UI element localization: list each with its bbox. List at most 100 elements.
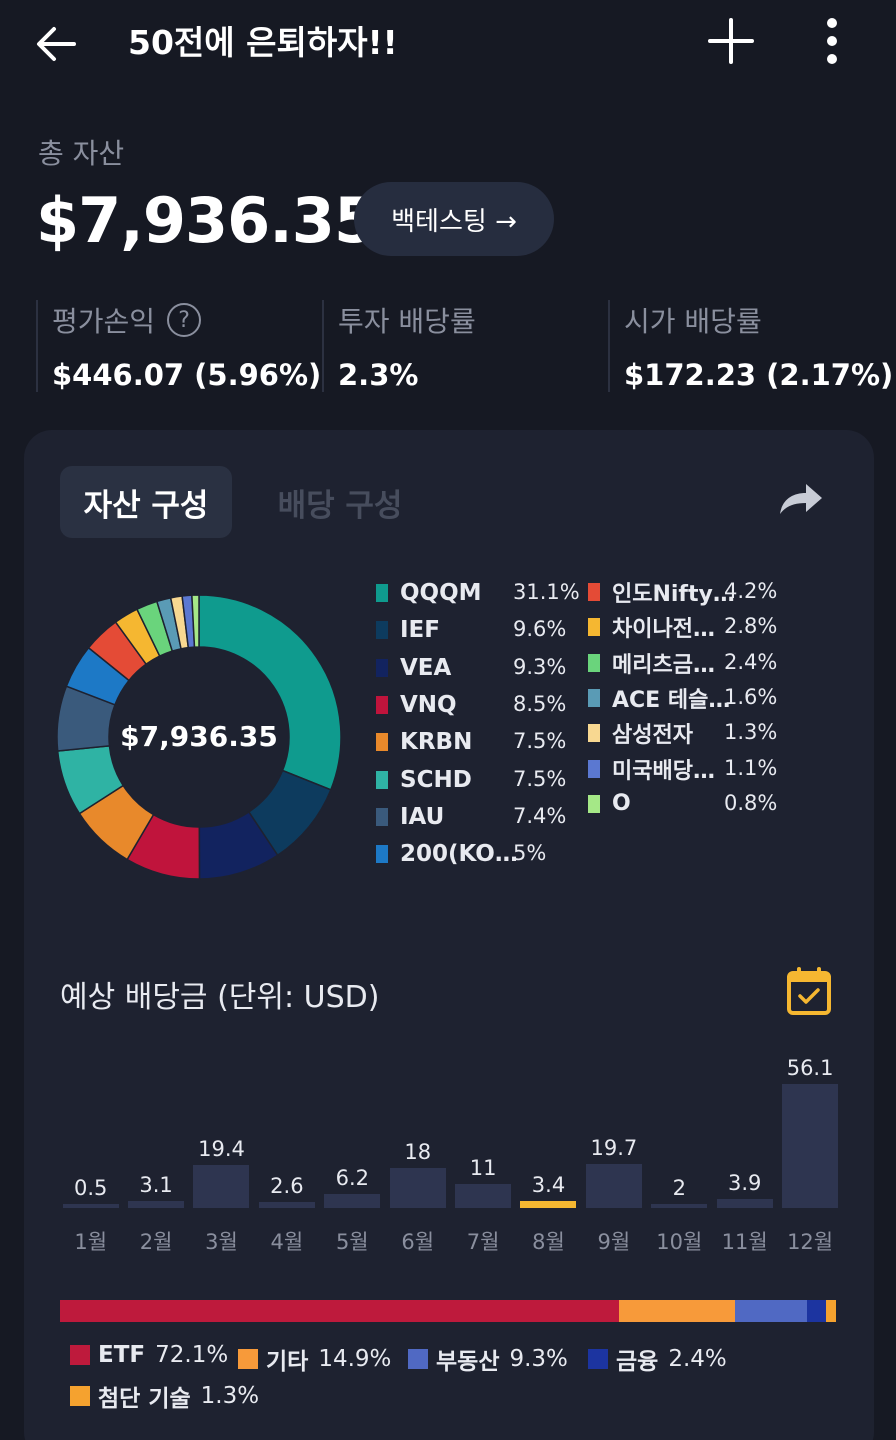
stat-label: 평가손익	[52, 305, 156, 338]
legend-percent: 8.5%	[513, 691, 567, 716]
legend-label: ACE 테슬…	[612, 687, 731, 713]
legend-label: 미국배당…	[612, 758, 715, 784]
help-icon[interactable]: ?	[167, 303, 202, 337]
dividend-bar	[128, 1201, 185, 1208]
back-button[interactable]	[30, 18, 86, 70]
dividend-bar	[389, 1168, 446, 1208]
bar-value-label: 19.4	[198, 1137, 245, 1162]
sector-swatch	[70, 1345, 90, 1365]
bar-column[interactable]: 11 7월	[450, 1040, 515, 1260]
bar-month-label: 5월	[335, 1230, 369, 1254]
bar-column[interactable]: 0.5 1월	[58, 1040, 123, 1260]
sector-legend-item: 금융 2.4%	[588, 1342, 727, 1376]
legend-swatch	[376, 621, 388, 640]
sector-segment	[60, 1300, 620, 1322]
more-menu-button[interactable]	[812, 14, 852, 68]
dividend-bar	[585, 1164, 642, 1208]
share-button[interactable]	[776, 476, 826, 520]
sector-legend-item: 부동산 9.3%	[408, 1342, 568, 1376]
dividend-bar	[782, 1084, 839, 1208]
legend-swatch	[376, 658, 388, 677]
bar-column[interactable]: 3.1 2월	[123, 1040, 188, 1260]
sector-label: 기타	[266, 1349, 309, 1375]
share-icon	[780, 484, 822, 514]
bar-column[interactable]: 2 10월	[647, 1040, 712, 1260]
sector-legend-item: 첨단 기술 1.3%	[70, 1379, 259, 1413]
bar-value-label: 2.6	[270, 1174, 304, 1199]
backtest-button[interactable]: 백테스팅 →	[354, 182, 554, 256]
bar-value-label: 56.1	[786, 1056, 834, 1080]
bar-value-label: 3.1	[139, 1173, 173, 1198]
plus-icon	[708, 18, 754, 64]
more-vertical-icon	[827, 18, 837, 64]
portfolio-card: 자산 구성 배당 구성 $7,936.35 QQQM 31.1% IEF 9.6% VE…	[24, 430, 874, 1440]
allocation-donut-chart	[56, 594, 342, 880]
sector-percent: 72.1%	[155, 1342, 229, 1368]
legend-swatch	[588, 688, 600, 707]
bar-column[interactable]: 3.9 11월	[712, 1040, 777, 1260]
dividend-bar	[324, 1194, 381, 1208]
bar-column[interactable]: 6.2 5월	[320, 1040, 385, 1260]
legend-item: KRBN	[376, 727, 472, 757]
legend-swatch	[376, 695, 388, 714]
bar-month-label: 11월	[721, 1230, 768, 1254]
legend-swatch	[376, 807, 388, 826]
tab-dividend-composition[interactable]: 배당 구성	[277, 487, 403, 524]
legend-item: VEA	[376, 653, 451, 683]
add-button[interactable]	[704, 14, 758, 68]
sector-percent: 14.9%	[318, 1346, 392, 1372]
bar-column[interactable]: 3.4 8월	[516, 1040, 581, 1260]
sector-segment	[807, 1300, 826, 1322]
sector-label: 첨단 기술	[98, 1386, 191, 1412]
legend-swatch	[376, 584, 388, 602]
legend-percent: 2.4%	[724, 649, 778, 674]
legend-label: IAU	[400, 803, 445, 830]
legend-item: 삼성전자	[588, 718, 693, 748]
bar-month-label: 6월	[401, 1230, 435, 1254]
stat-value: $446.07 (5.96%)	[52, 358, 322, 392]
legend-item: QQQM	[376, 578, 482, 608]
stat-label: 투자 배당률	[338, 305, 476, 338]
legend-label: VEA	[400, 654, 452, 681]
dividend-bar	[193, 1165, 250, 1208]
tab-asset-composition[interactable]: 자산 구성	[60, 466, 232, 538]
dividend-bar	[520, 1201, 577, 1208]
legend-item: O	[588, 789, 631, 819]
legend-item: IAU	[376, 802, 444, 832]
legend-item: ACE 테슬…	[588, 683, 730, 713]
calendar-button[interactable]	[786, 966, 832, 1016]
total-assets-label: 총 자산	[38, 137, 125, 170]
bar-value-label: 3.9	[727, 1171, 762, 1196]
sector-segment	[619, 1300, 736, 1322]
bar-column[interactable]: 19.7 9월	[581, 1040, 646, 1260]
bar-column[interactable]: 2.6 4월	[254, 1040, 319, 1260]
legend-percent: 1.3%	[724, 720, 778, 745]
legend-label: VNQ	[400, 691, 457, 718]
bar-column[interactable]: 18 6월	[385, 1040, 450, 1260]
sector-segment	[825, 1300, 836, 1322]
legend-percent: 7.5%	[513, 729, 567, 754]
calendar-check-icon	[787, 967, 831, 1015]
legend-item: VNQ	[376, 690, 457, 720]
legend-item: 차이나전…	[588, 612, 715, 642]
dividend-bar	[455, 1183, 512, 1208]
bar-column[interactable]: 56.1 12월	[777, 1040, 842, 1260]
legend-label: KRBN	[400, 729, 473, 756]
stat-investment-yield: 투자 배당률 2.3%	[322, 300, 476, 392]
sector-segment	[735, 1300, 808, 1322]
legend-label: QQQM	[400, 580, 482, 606]
legend-label: 차이나전…	[612, 617, 715, 643]
legend-percent: 0.8%	[724, 790, 778, 815]
stat-label: 시가 배당률	[624, 305, 762, 338]
sector-stacked-bar	[60, 1300, 836, 1322]
legend-percent: 7.4%	[513, 803, 567, 828]
bar-month-label: 8월	[532, 1230, 565, 1254]
total-assets-value: $7,936.35	[36, 184, 377, 257]
legend-percent: 1.6%	[724, 684, 778, 709]
legend-item: SCHD	[376, 765, 472, 795]
legend-swatch	[588, 618, 600, 637]
bar-month-label: 7월	[466, 1230, 500, 1254]
legend-label: 200(KO…	[400, 841, 518, 868]
legend-percent: 1.1%	[724, 755, 778, 780]
bar-column[interactable]: 19.4 3월	[189, 1040, 254, 1260]
